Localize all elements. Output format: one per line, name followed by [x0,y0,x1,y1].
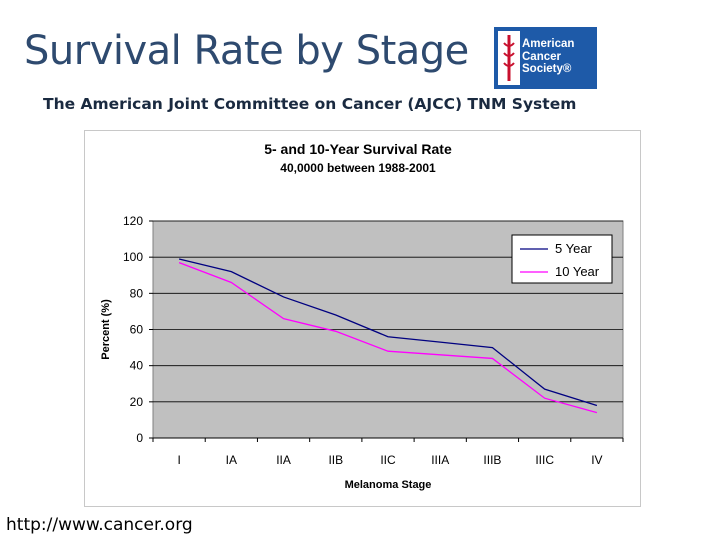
legend-label: 10 Year [555,264,600,279]
logo-line-3: Society® [522,63,572,75]
survival-chart: 5- and 10-Year Survival Rate 40,0000 betw… [84,130,641,507]
chart-canvas: 5- and 10-Year Survival Rate 40,0000 betw… [100,141,624,491]
acs-sword-icon [498,31,520,85]
y-tick-label: 100 [123,250,143,264]
x-tick-label: IV [591,453,602,467]
x-axis-label: Melanoma Stage [345,479,432,491]
y-tick-label: 40 [130,359,144,373]
y-axis-label: Percent (%) [100,299,112,360]
logo-line-2: Cancer [522,50,561,63]
page-title: Survival Rate by Stage [24,28,469,74]
x-tick-label: IIA [276,453,291,467]
x-tick-label: I [177,453,180,467]
y-tick-label: 0 [136,431,143,445]
logo-line-1: American [522,38,575,50]
acs-logo-text: American Cancer Society® [522,38,574,76]
x-tick-label: IIIC [535,453,554,467]
x-tick-label: IA [226,453,237,467]
footer-url[interactable]: http://www.cancer.org [6,515,193,535]
legend-label: 5 Year [555,241,593,256]
legend-box [511,234,613,284]
y-tick-label: 80 [130,286,144,300]
acs-logo[interactable]: American Cancer Society® [494,27,597,89]
y-tick-label: 120 [123,214,143,228]
x-tick-label: IIC [380,453,396,467]
x-tick-label: IIIB [483,453,501,467]
y-tick-label: 20 [130,395,144,409]
page-subtitle: The American Joint Committee on Cancer (… [43,95,577,113]
x-tick-label: IIB [328,453,343,467]
chart-subtitle: 40,0000 between 1988-2001 [280,161,436,175]
y-tick-label: 60 [130,323,144,337]
x-tick-label: IIIA [431,453,449,467]
chart-title: 5- and 10-Year Survival Rate [264,141,452,157]
